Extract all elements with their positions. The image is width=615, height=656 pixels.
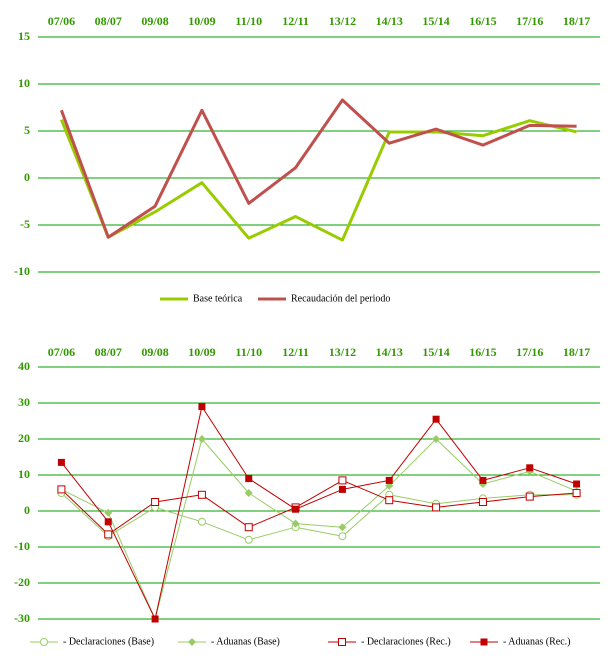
- marker: [479, 476, 487, 484]
- y-tick-label: 5: [24, 123, 30, 137]
- marker: [245, 475, 253, 483]
- marker: [104, 518, 112, 526]
- x-tick-label: 08/07: [95, 345, 122, 359]
- marker: [104, 530, 113, 539]
- marker: [197, 490, 206, 499]
- legend-label: - Declaraciones (Base): [63, 636, 154, 647]
- marker: [104, 508, 113, 517]
- y-tick-label: 15: [18, 29, 30, 43]
- x-tick-label: 17/16: [516, 14, 543, 28]
- legend-marker: [480, 638, 488, 646]
- marker: [291, 519, 300, 528]
- y-tick-label: 10: [18, 467, 30, 481]
- y-tick-label: -30: [14, 611, 30, 625]
- legend-label: Base teórica: [193, 293, 243, 304]
- legend-label: - Aduanas (Rec.): [503, 636, 570, 647]
- x-tick-label: 15/14: [422, 14, 449, 28]
- marker: [573, 480, 581, 488]
- marker: [572, 489, 581, 497]
- y-tick-label: 0: [24, 503, 30, 517]
- y-tick-label: 10: [18, 76, 30, 90]
- x-tick-label: 12/11: [282, 14, 309, 28]
- x-tick-label: 13/12: [329, 14, 356, 28]
- x-tick-label: 16/15: [469, 345, 496, 359]
- legend-marker: [338, 638, 346, 646]
- y-tick-label: 20: [18, 431, 30, 445]
- marker: [197, 517, 206, 526]
- marker: [197, 435, 206, 443]
- marker: [385, 476, 393, 484]
- marker: [338, 476, 347, 485]
- legend-label: - Declaraciones (Rec.): [361, 636, 451, 647]
- x-tick-label: 18/17: [563, 14, 590, 28]
- marker: [292, 505, 300, 513]
- marker: [198, 403, 206, 411]
- x-tick-label: 13/12: [329, 345, 356, 359]
- x-tick-label: 16/15: [469, 14, 496, 28]
- x-tick-label: 14/13: [376, 345, 403, 359]
- x-tick-label: 08/07: [95, 14, 122, 28]
- marker: [432, 503, 441, 512]
- marker: [57, 458, 65, 466]
- x-tick-label: 11/10: [235, 345, 262, 359]
- marker: [338, 523, 347, 532]
- marker: [57, 485, 66, 494]
- x-tick-label: 09/08: [141, 345, 168, 359]
- marker: [244, 489, 253, 497]
- legend-label: - Aduanas (Base): [211, 636, 280, 647]
- marker: [338, 532, 347, 541]
- x-tick-label: 07/06: [48, 14, 75, 28]
- marker: [432, 415, 440, 423]
- legend-label: Recaudación del periodo: [291, 293, 390, 304]
- y-tick-label: 40: [18, 359, 30, 373]
- x-tick-label: 14/13: [376, 14, 403, 28]
- y-tick-label: -20: [14, 575, 30, 589]
- y-tick-label: 30: [18, 395, 30, 409]
- y-tick-label: -10: [14, 539, 30, 553]
- series-line: [61, 406, 577, 620]
- series-line: [61, 479, 577, 535]
- x-tick-label: 09/08: [141, 14, 168, 28]
- marker: [526, 464, 534, 472]
- y-tick-label: 0: [24, 170, 30, 184]
- legend-marker: [188, 638, 196, 646]
- series-line: [60, 98, 577, 239]
- marker: [525, 492, 534, 501]
- marker: [338, 485, 346, 493]
- marker: [478, 498, 487, 506]
- marker: [244, 535, 253, 544]
- x-tick-label: 11/10: [235, 14, 262, 28]
- marker: [385, 496, 394, 505]
- x-tick-label: 18/17: [563, 345, 590, 359]
- marker: [432, 435, 441, 443]
- marker: [151, 615, 159, 623]
- x-tick-label: 10/09: [188, 14, 215, 28]
- marker: [244, 523, 253, 532]
- series-line: [61, 492, 577, 541]
- y-tick-label: -5: [20, 217, 30, 231]
- x-tick-label: 12/11: [282, 345, 309, 359]
- x-tick-label: 07/06: [48, 345, 75, 359]
- series-line: [61, 438, 577, 620]
- x-tick-label: 15/14: [422, 345, 449, 359]
- series-line: [60, 119, 577, 242]
- y-tick-label: -10: [14, 264, 30, 278]
- x-tick-label: 10/09: [188, 345, 215, 359]
- legend-marker: [40, 638, 48, 646]
- x-tick-label: 17/16: [516, 345, 543, 359]
- marker: [151, 498, 160, 506]
